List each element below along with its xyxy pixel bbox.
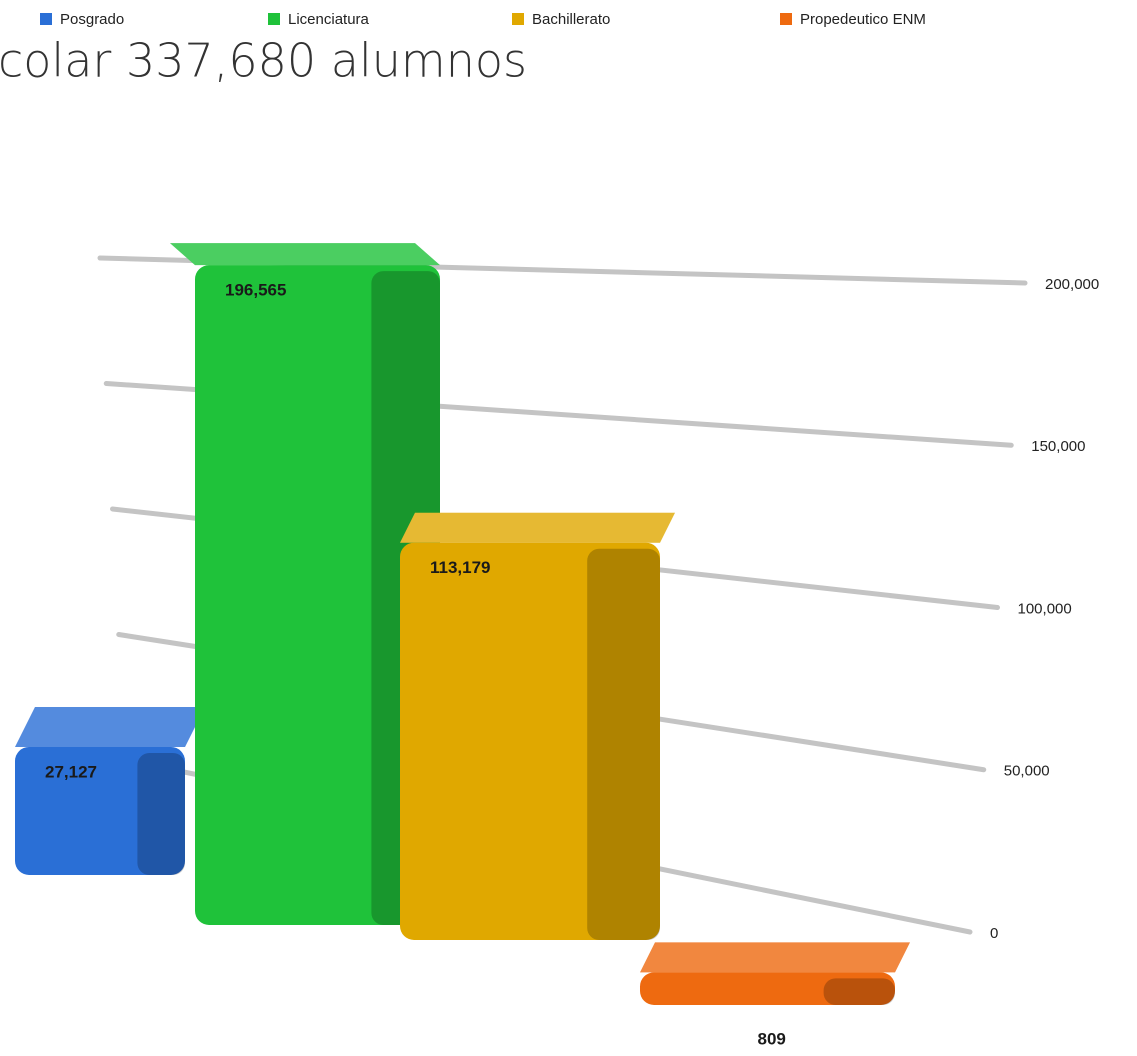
value-label: 27,127	[45, 762, 97, 781]
y-tick-label: 100,000	[1018, 600, 1072, 617]
y-tick-label: 0	[990, 925, 998, 942]
y-tick-label: 150,000	[1031, 438, 1085, 455]
bar-top-shine	[15, 706, 205, 747]
bar-top-shine	[640, 942, 910, 973]
legend-label: Bachillerato	[532, 11, 610, 28]
y-tick-label: 200,000	[1045, 276, 1099, 293]
bar-shade	[823, 978, 895, 1005]
chart-title: colar 337,680 alumnos	[0, 34, 527, 88]
bar-top-shine	[400, 512, 675, 543]
legend-label: Posgrado	[60, 11, 124, 28]
bar	[400, 542, 660, 940]
bar-top	[640, 942, 910, 973]
bar-top	[170, 243, 440, 266]
legend-swatch	[780, 13, 792, 25]
bar-group	[640, 942, 910, 1005]
bar-shade	[587, 548, 660, 940]
bar-group	[15, 706, 205, 875]
legend-swatch	[512, 13, 524, 25]
y-tick-label: 50,000	[1004, 763, 1050, 780]
value-label: 113,179	[430, 558, 491, 577]
bar-shade	[137, 752, 185, 875]
value-label: 196,565	[225, 281, 286, 300]
bar	[15, 746, 185, 875]
value-label: 809	[758, 1029, 786, 1048]
bar	[640, 972, 895, 1005]
bar	[195, 265, 440, 925]
legend-swatch	[40, 13, 52, 25]
legend-swatch	[268, 13, 280, 25]
legend-label: Licenciatura	[288, 11, 370, 28]
bar-top-shine	[170, 243, 440, 266]
bar-group	[400, 512, 675, 940]
bar-group	[170, 243, 440, 925]
legend-label: Propedeutico ENM	[800, 11, 926, 28]
bar-top	[400, 512, 675, 543]
bar-top	[15, 706, 205, 747]
